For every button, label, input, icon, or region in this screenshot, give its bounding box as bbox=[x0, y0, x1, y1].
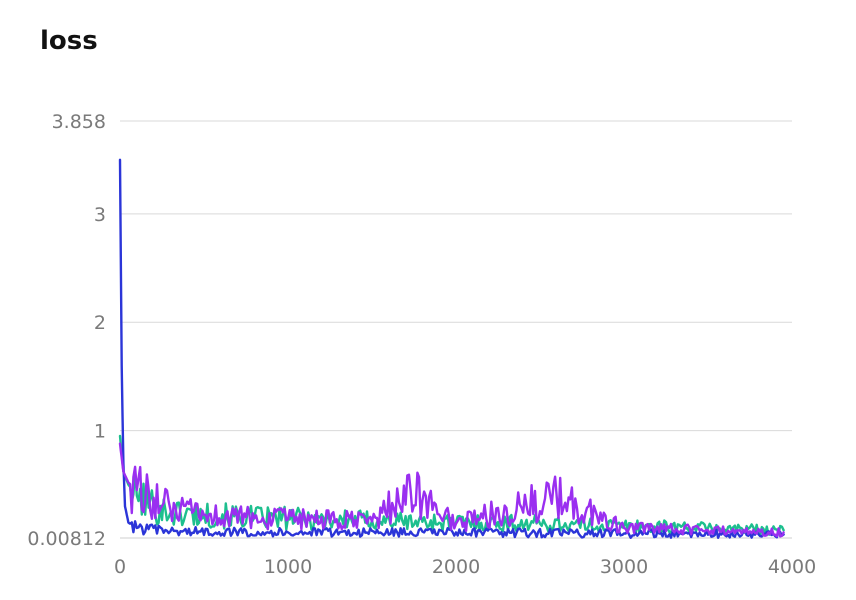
loss-series-line-2 bbox=[118, 158, 785, 539]
tick-layer: 0.00812 1 2 3 3.858 0 1000 2000 3000 4000 bbox=[27, 111, 816, 578]
x-tick-label: 4000 bbox=[768, 556, 816, 578]
x-tick-label: 3000 bbox=[600, 556, 648, 578]
x-tick-label: 0 bbox=[114, 556, 126, 578]
y-tick-label: 3 bbox=[94, 204, 106, 226]
y-tick-label: 2 bbox=[94, 312, 106, 334]
grid-layer bbox=[120, 120, 792, 539]
series-layer bbox=[118, 158, 785, 539]
y-tick-label: 1 bbox=[94, 421, 106, 443]
loss-series-line-3 bbox=[118, 442, 785, 538]
x-tick-label: 2000 bbox=[432, 556, 480, 578]
x-tick-label: 1000 bbox=[264, 556, 312, 578]
y-tick-label: 0.00812 bbox=[27, 528, 106, 550]
chart-title: loss bbox=[40, 26, 98, 56]
y-tick-label: 3.858 bbox=[52, 111, 106, 133]
